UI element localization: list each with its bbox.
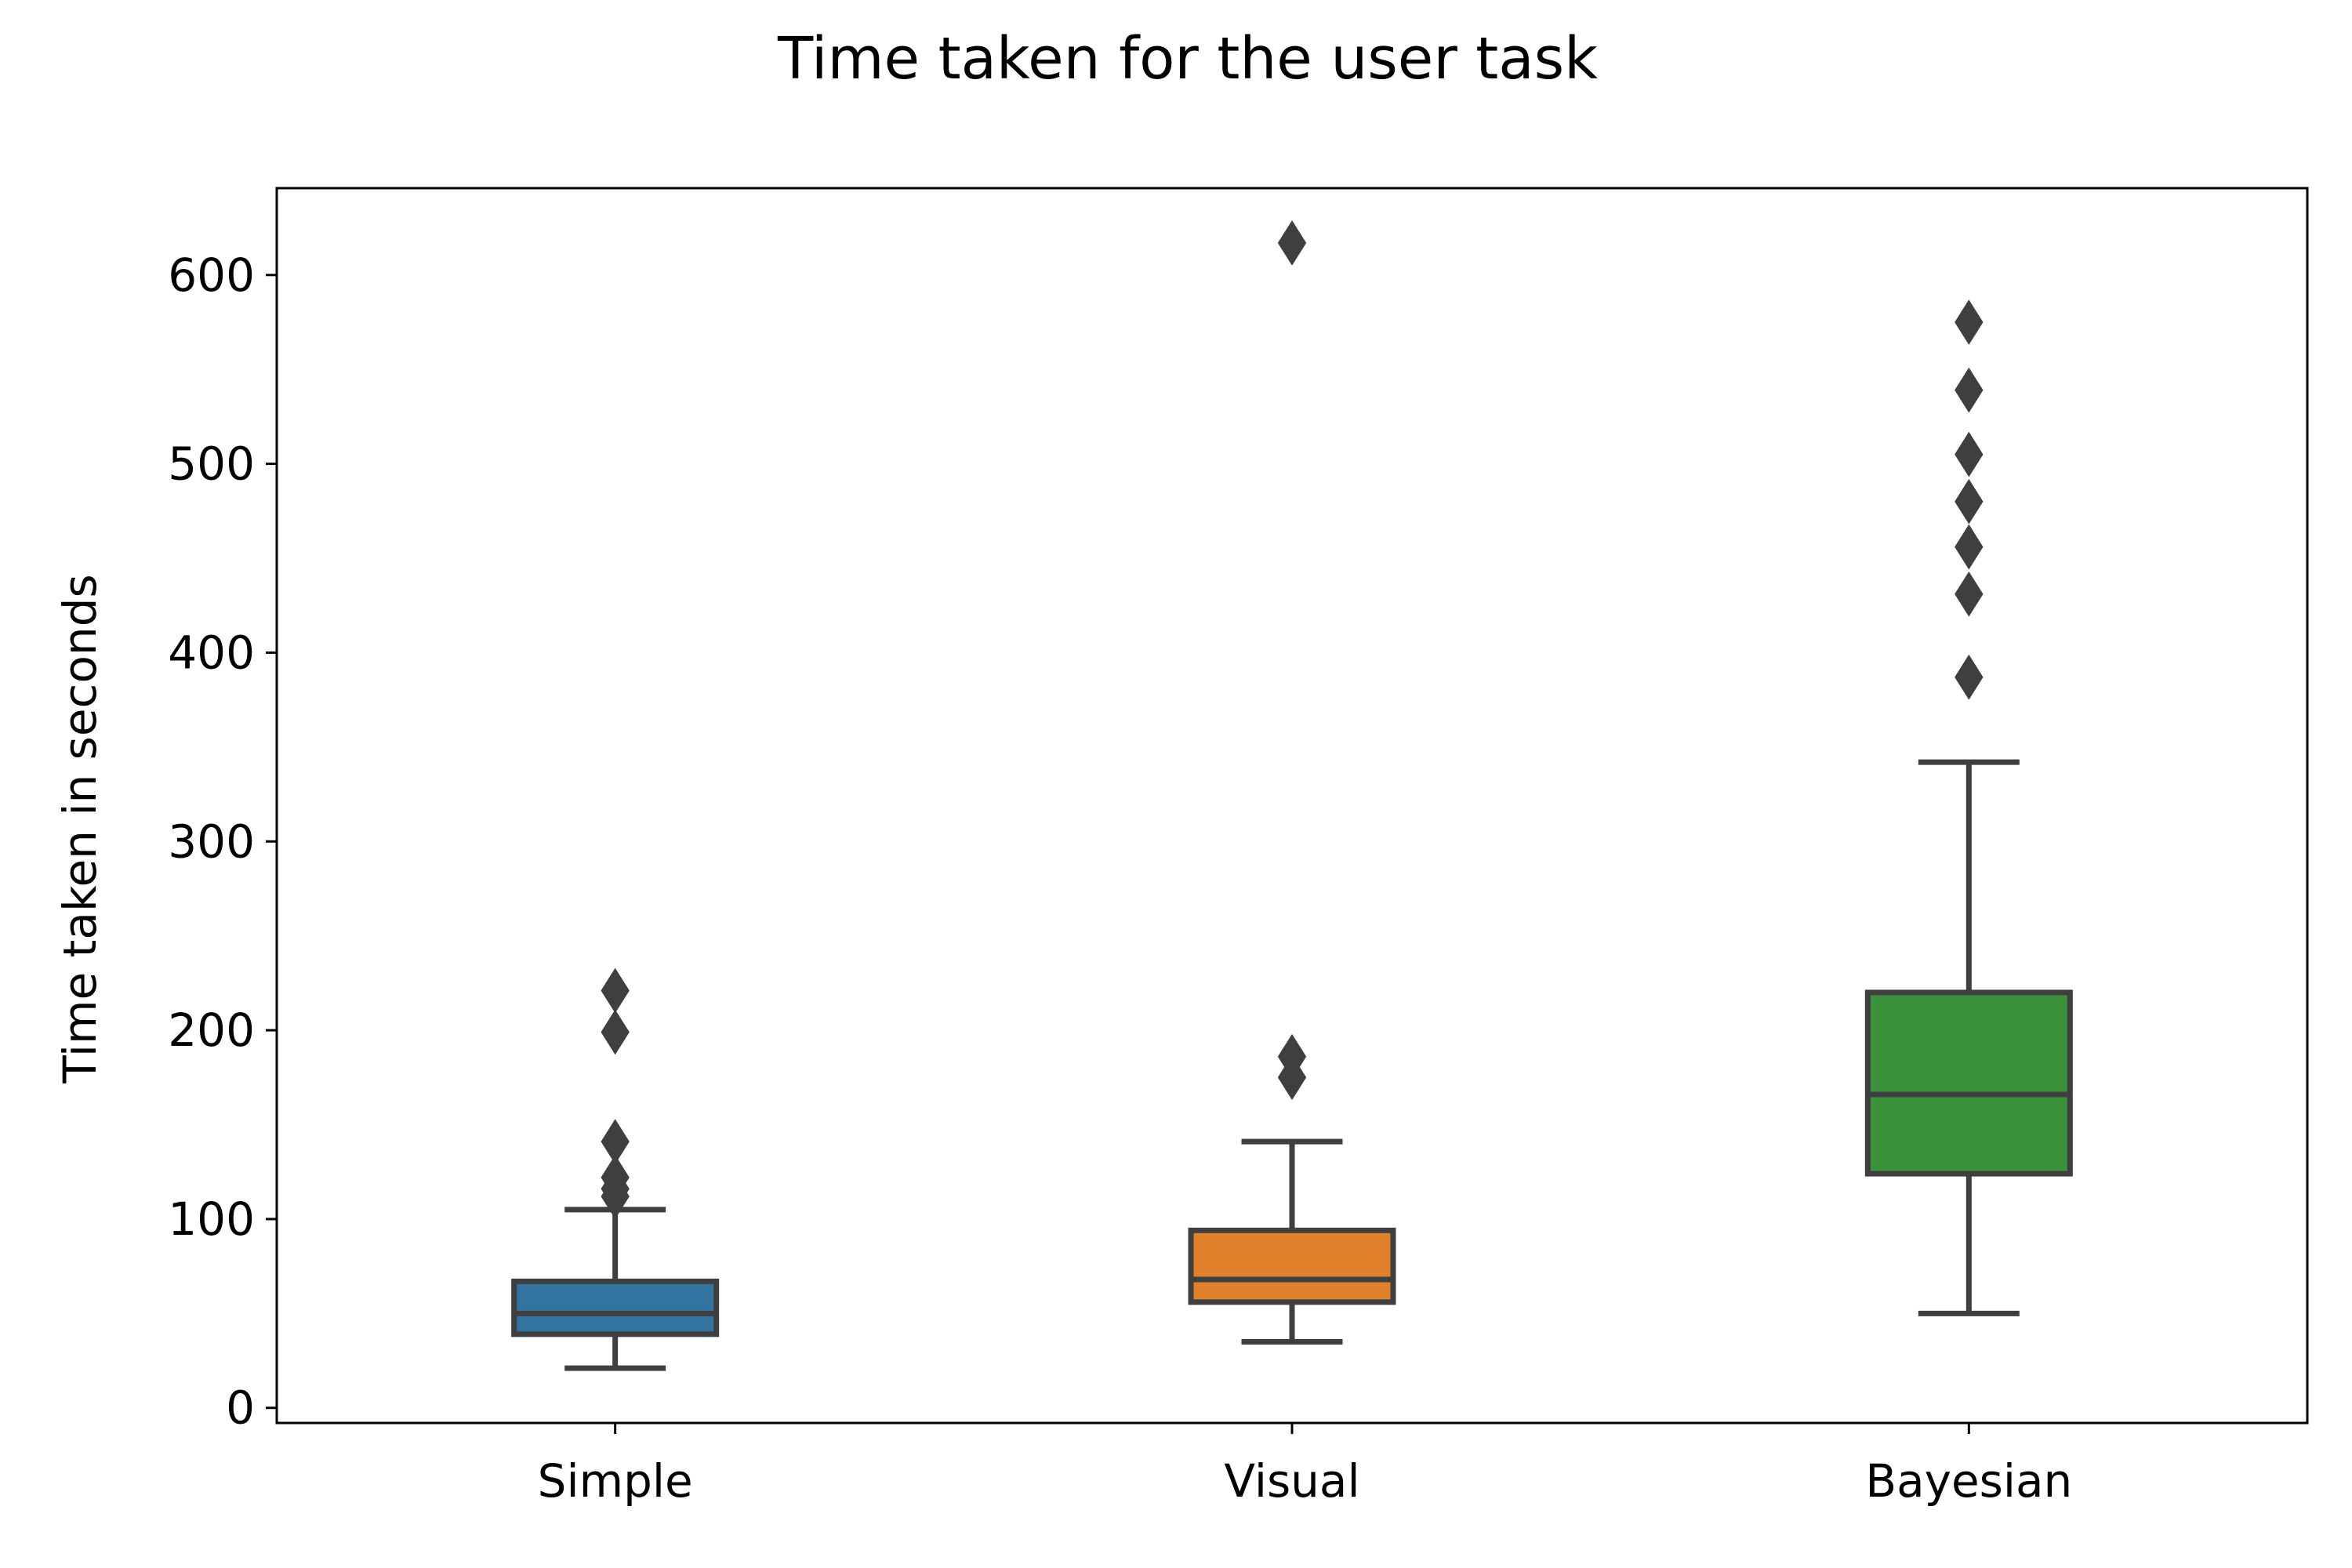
x-tick-label: Bayesian [1865, 1454, 2072, 1508]
y-tick-label: 0 [226, 1381, 255, 1435]
x-tick-label: Simple [538, 1454, 693, 1508]
y-tick-label: 200 [168, 1004, 255, 1057]
y-tick-label: 500 [168, 437, 255, 491]
outlier-point [1955, 478, 1984, 524]
plot-area: 0 100 200 300 400 500 600 Simple Visual Bayesian [168, 187, 2309, 1508]
outlier-point [1955, 367, 1984, 413]
outlier-point [1277, 220, 1307, 266]
box-iqr [1188, 1227, 1396, 1305]
outlier-point [601, 1119, 630, 1165]
outlier-point [1955, 654, 1984, 700]
x-tick-label: Visual [1224, 1454, 1359, 1508]
chart-title: Time taken for the user task [777, 25, 1598, 93]
box-iqr [1864, 989, 2073, 1177]
outlier-point [1955, 431, 1984, 477]
y-tick-label: 400 [168, 626, 255, 679]
box-iqr [511, 1278, 720, 1338]
outlier-point [1277, 1033, 1307, 1080]
y-tick-label: 300 [168, 815, 255, 868]
y-axis-label: Time taken in seconds [53, 574, 107, 1083]
outlier-point [1955, 571, 1984, 617]
y-tick-label: 600 [168, 249, 255, 302]
outlier-point [601, 967, 630, 1014]
outlier-point [601, 1155, 630, 1200]
outlier-point [1955, 299, 1984, 345]
outlier-point [601, 1009, 630, 1055]
y-tick-label: 100 [168, 1192, 255, 1246]
outlier-point [1955, 524, 1984, 570]
